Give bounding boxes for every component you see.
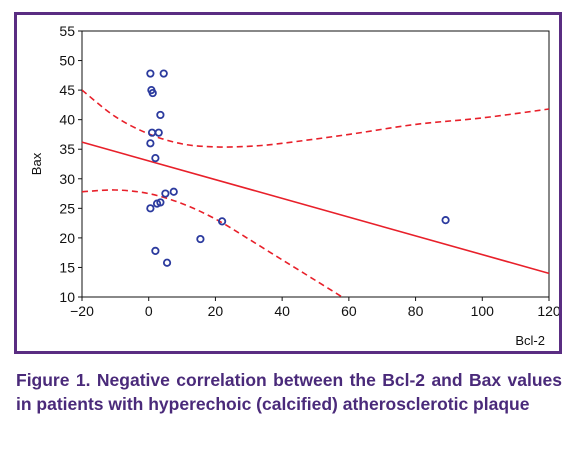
y-tick-label: 20: [59, 230, 75, 246]
regression-line: [81, 141, 550, 275]
x-tick-label: 120: [537, 303, 559, 319]
y-tick-label: 10: [59, 289, 75, 305]
data-point: [148, 88, 157, 98]
data-point: [146, 204, 155, 213]
x-tick-label: 80: [408, 303, 424, 319]
figure-frame: 10 15 20 25 30 35 40 45 50 55 −20 0 20 40 60 80 100 120 …: [14, 12, 562, 354]
plot-area: [81, 30, 550, 298]
y-tick-label: 50: [59, 53, 75, 69]
y-tick-label: 30: [59, 171, 75, 187]
data-point: [196, 234, 205, 244]
data-point: [161, 189, 170, 198]
x-tick-label: −20: [70, 303, 94, 319]
y-tick-label: 15: [59, 259, 75, 275]
data-point: [151, 153, 160, 163]
x-tick-label: 60: [341, 303, 357, 319]
y-axis-label: Bax: [29, 152, 44, 175]
x-axis-label: Bcl-2: [515, 333, 545, 348]
data-point: [441, 216, 450, 225]
data-point: [169, 187, 178, 196]
x-tick-label: 0: [145, 303, 153, 319]
y-tick-label: 55: [59, 23, 75, 39]
lower-confidence-band: [82, 189, 343, 297]
data-point: [162, 258, 172, 267]
y-tick-label: 45: [59, 82, 75, 98]
x-tick-label: 100: [471, 303, 495, 319]
upper-confidence-band: [82, 89, 549, 148]
x-tick-label: 20: [208, 303, 224, 319]
data-point: [156, 110, 165, 120]
data-point: [152, 199, 162, 208]
data-point: [218, 217, 227, 226]
data-point: [154, 128, 163, 137]
y-tick-label: 35: [59, 141, 75, 157]
figure-caption: Figure 1. Negative correlation between t…: [16, 370, 562, 414]
x-tick-label: 40: [274, 303, 290, 319]
data-point: [146, 69, 155, 78]
data-point: [146, 139, 155, 148]
data-point: [151, 246, 160, 255]
y-tick-label: 25: [59, 200, 75, 216]
data-point: [159, 69, 168, 78]
y-tick-label: 40: [59, 112, 75, 128]
